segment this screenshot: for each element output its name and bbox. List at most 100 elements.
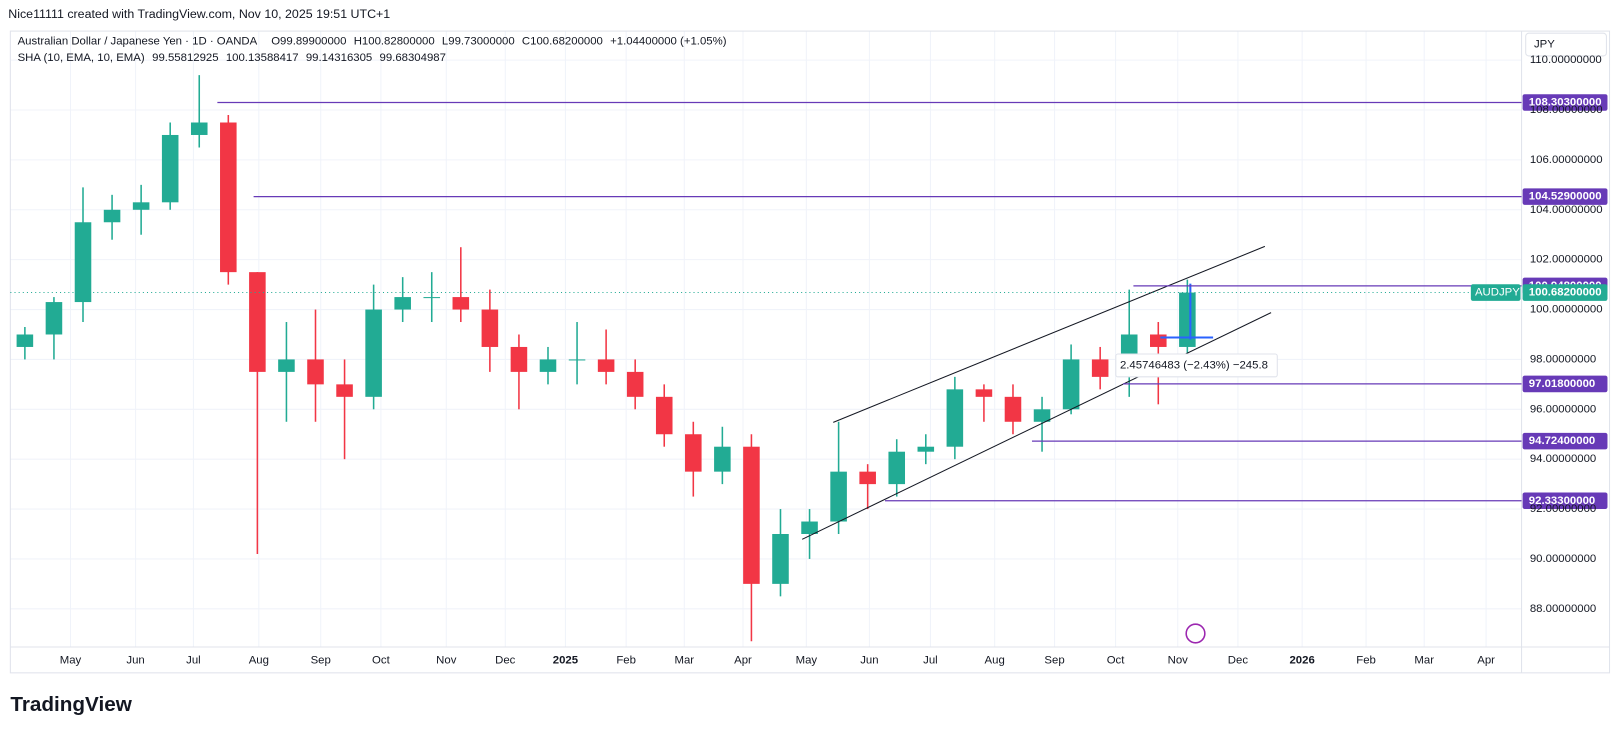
- x-tick-label: 2026: [1289, 654, 1314, 666]
- measure-label: 2.45746483 (−2.43%) −245.8: [1120, 359, 1268, 371]
- x-tick-label: 2025: [553, 654, 579, 666]
- y-tick-label: 96.00000000: [1530, 403, 1596, 415]
- candle-body: [1033, 409, 1051, 422]
- channel-upper: [833, 245, 1266, 423]
- level-box: [1522, 492, 1608, 510]
- currency-button[interactable]: [1525, 32, 1607, 57]
- plot-area: [16, 75, 1196, 642]
- y-tick-label: 108.00000000: [1530, 104, 1603, 116]
- x-tick-label: Apr: [1477, 654, 1495, 666]
- level-label: 108.30300000: [1529, 96, 1602, 108]
- x-tick-label: Oct: [1107, 654, 1126, 666]
- level-label: 92.33300000: [1529, 495, 1595, 507]
- candle-body: [220, 122, 237, 273]
- candle-body: [568, 359, 586, 361]
- level-box: [1522, 375, 1608, 393]
- x-tick-label: Jun: [126, 654, 144, 666]
- candle-body: [1179, 292, 1196, 347]
- ohlc-value: H100.82800000: [354, 35, 435, 47]
- credit: Nice11111 created with TradingView.com, …: [8, 7, 390, 21]
- indicator-value: 99.68304987: [380, 52, 446, 64]
- y-tick-label: 106.00000000: [1530, 154, 1603, 166]
- symbol-label: AUDJPY: [1475, 287, 1520, 299]
- candle-body: [743, 446, 760, 584]
- indicator-value: 99.55812925: [152, 52, 218, 64]
- candle-body: [132, 202, 150, 210]
- candle-body: [714, 446, 731, 472]
- candle-body: [74, 222, 92, 303]
- level-box: [1522, 432, 1608, 450]
- candle-body: [365, 309, 382, 397]
- x-tick-label: Aug: [985, 654, 1005, 666]
- candle-body: [917, 446, 935, 452]
- x-tick-label: Nov: [1168, 654, 1189, 666]
- candle-body: [597, 359, 615, 372]
- level-label: 97.01800000: [1529, 378, 1595, 390]
- candle-body: [394, 297, 411, 310]
- candle-body: [481, 309, 499, 347]
- measure-box: [1115, 353, 1278, 378]
- x-tick-label: Sep: [1044, 654, 1064, 666]
- channel-lower: [801, 312, 1272, 540]
- x-tick-label: Jul: [923, 654, 938, 666]
- symbol-box: [1470, 284, 1521, 301]
- x-tick-label: May: [796, 654, 818, 666]
- candle-body: [307, 359, 324, 385]
- y-tick-label: 90.00000000: [1530, 553, 1596, 565]
- ohlc-legend: O99.89900000 H100.82800000 L99.73000000 C10…: [271, 35, 727, 47]
- x-tick-label: Mar: [1414, 654, 1434, 666]
- candle-body: [278, 359, 295, 372]
- ohlc-value: C100.68200000: [522, 35, 603, 47]
- candle-body: [888, 451, 906, 485]
- frame: [9, 30, 1611, 674]
- candle-body: [830, 471, 847, 522]
- candle-body: [103, 209, 121, 223]
- candle-body: [1091, 359, 1109, 377]
- y-tick-label: 98.00000000: [1530, 353, 1596, 365]
- x-tick-label: Oct: [372, 654, 391, 666]
- candle-body: [655, 396, 673, 435]
- candle-body: [1062, 359, 1080, 410]
- level-label: 104.52900000: [1529, 191, 1602, 203]
- indicator-values: 99.55812925 100.13588417 99.14316305 99.683…: [152, 52, 446, 64]
- level-box: [1522, 188, 1608, 205]
- candle-body: [772, 533, 789, 584]
- logo: TradingView: [10, 693, 132, 716]
- x-tick-label: Sep: [311, 654, 331, 666]
- candle-body: [161, 134, 179, 203]
- x-tick-label: Dec: [1228, 654, 1249, 666]
- candle-body: [423, 297, 441, 299]
- x-tick-label: Nov: [436, 654, 457, 666]
- event-icon[interactable]: [1185, 623, 1206, 644]
- ohlc-value: +1.04400000 (+1.05%): [610, 35, 727, 47]
- ohlc-value: O99.89900000: [271, 35, 346, 47]
- x-tick-label: Jul: [186, 654, 201, 666]
- x-tick-label: Mar: [674, 654, 694, 666]
- x-tick-label: Aug: [249, 654, 269, 666]
- indicator-value: 99.14316305: [306, 52, 372, 64]
- candle-body: [336, 384, 353, 397]
- y-tick-label: 102.00000000: [1530, 254, 1603, 266]
- last-price-box: [1522, 284, 1608, 301]
- candle-body: [1150, 334, 1167, 347]
- indicator-name: SHA (10, EMA, 10, EMA): [18, 52, 145, 64]
- y-tick-label: 100.00000000: [1530, 304, 1603, 316]
- indicator-value: 100.13588417: [226, 52, 299, 64]
- candle-body: [510, 346, 528, 372]
- candle-body: [249, 272, 266, 372]
- currency[interactable]: JPY: [1534, 39, 1555, 51]
- grid: [10, 31, 1522, 647]
- candle-body: [859, 471, 876, 485]
- last-price-label: 100.68200000: [1529, 287, 1602, 299]
- candle-body: [452, 297, 470, 310]
- logo-text: TradingView: [10, 693, 132, 716]
- level-box: [1522, 94, 1608, 111]
- candle-body: [801, 521, 818, 534]
- candle-body: [685, 434, 702, 472]
- x-tick-label: Apr: [734, 654, 752, 666]
- candle-body: [946, 389, 964, 447]
- candle-body: [16, 334, 34, 347]
